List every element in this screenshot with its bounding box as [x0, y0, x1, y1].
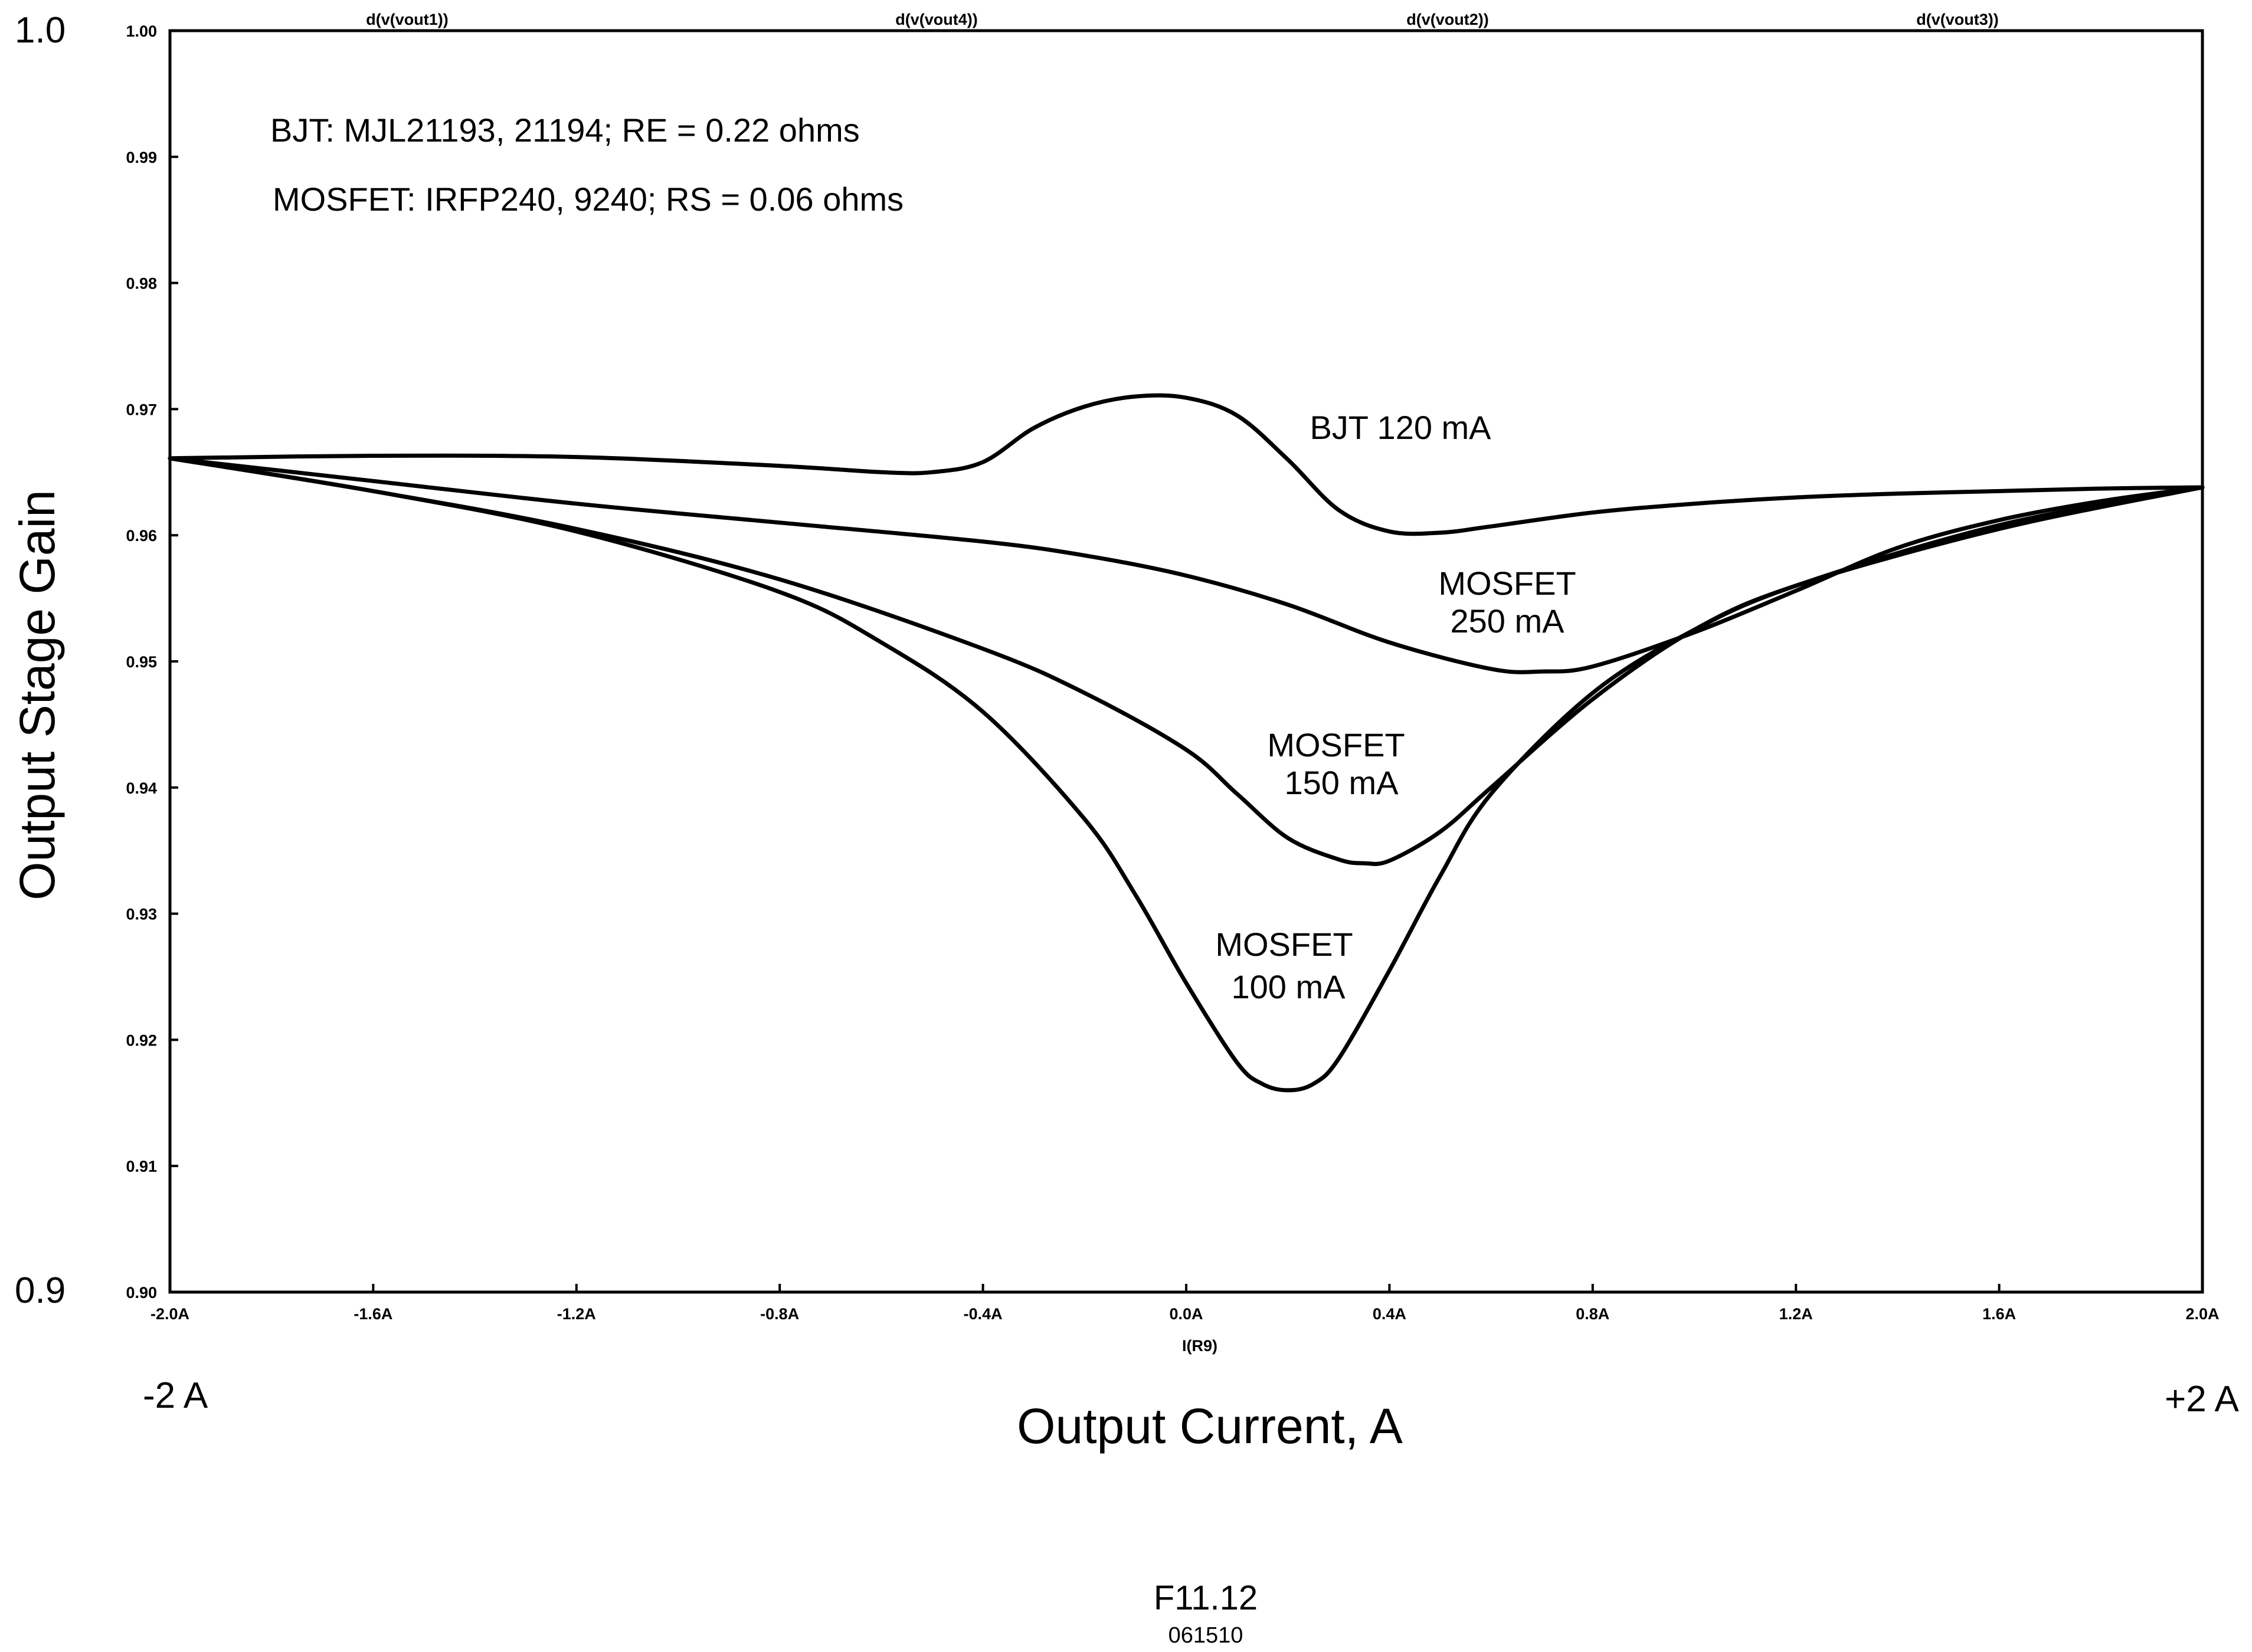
top-trace-label-2: d(v(vout4)) [895, 11, 977, 28]
series-line-mosfet-250-ma [168, 456, 2205, 674]
x-end-label-left: -2 A [143, 1375, 208, 1416]
x-axis-variable: I(R9) [1182, 1337, 1217, 1355]
y-tick-label-7: 0.93 [126, 906, 157, 923]
x-tick-label-3: -0.8A [760, 1305, 799, 1323]
figure-id: F11.12 [1154, 1579, 1258, 1617]
figure-code: 061510 [1168, 1623, 1243, 1648]
top-trace-label-1: d(v(vout1)) [366, 11, 448, 28]
series-label-bjt-120: BJT 120 mA [1310, 409, 1491, 446]
y-tick-label-3: 0.97 [126, 401, 157, 418]
series-label-mosfet-100-line2: 100 mA [1232, 968, 1346, 1005]
series-label-mosfet-250-line2: 250 mA [1451, 602, 1565, 640]
x-axis-title: Output Current, A [1017, 1398, 1403, 1454]
series-line-mosfet-100-ma [168, 456, 2205, 1093]
x-tick-label-2: -1.2A [557, 1305, 596, 1323]
info-line-bjt: BJT: MJL21193, 21194; RE = 0.22 ohms [270, 112, 860, 149]
x-tick-label-5: 0.0A [1169, 1305, 1203, 1323]
x-tick-label-7: 0.8A [1576, 1305, 1609, 1323]
series-line-mosfet-150-ma [168, 456, 2205, 866]
y-axis-title: Output Stage Gain [9, 490, 65, 900]
top-trace-label-4: d(v(vout3)) [1916, 11, 1998, 28]
series-label-mosfet-250-line1: MOSFET [1438, 565, 1576, 602]
x-tick-label-1: -1.6A [353, 1305, 392, 1323]
x-tick-label-6: 0.4A [1373, 1305, 1406, 1323]
y-tick-label-6: 0.94 [126, 779, 157, 797]
y-tick-label-4: 0.96 [126, 527, 157, 545]
info-line-mosfet: MOSFET: IRFP240, 9240; RS = 0.06 ohms [273, 181, 904, 218]
y-end-label-bottom: 0.9 [15, 1270, 66, 1311]
y-tick-label-10: 0.90 [126, 1284, 157, 1302]
y-end-label-top: 1.0 [15, 10, 66, 51]
y-tick-label-8: 0.92 [126, 1031, 157, 1049]
series-label-mosfet-100-line1: MOSFET [1215, 926, 1353, 963]
series-line-bjt-120-ma [168, 393, 2205, 536]
series-label-mosfet-150-line1: MOSFET [1267, 726, 1405, 763]
x-tick-label-0: -2.0A [150, 1305, 189, 1323]
top-trace-labels: d(v(vout1)) d(v(vout4)) d(v(vout2)) d(v(… [366, 11, 1998, 28]
x-tick-label-10: 2.0A [2185, 1305, 2219, 1323]
y-tick-label-9: 0.91 [126, 1158, 157, 1175]
y-tick-label-5: 0.95 [126, 653, 157, 671]
plot-frame [168, 29, 2204, 1294]
top-trace-label-3: d(v(vout2)) [1406, 11, 1488, 28]
x-tick-label-4: -0.4A [964, 1305, 1003, 1323]
series-label-mosfet-150-line2: 150 mA [1285, 764, 1399, 801]
x-end-label-right: +2 A [2165, 1379, 2239, 1420]
y-tick-label-0: 1.00 [126, 22, 157, 40]
x-tick-label-9: 1.6A [1982, 1305, 2016, 1323]
x-tick-label-8: 1.2A [1779, 1305, 1813, 1323]
y-tick-label-1: 0.99 [126, 149, 157, 166]
y-tick-label-2: 0.98 [126, 275, 157, 293]
